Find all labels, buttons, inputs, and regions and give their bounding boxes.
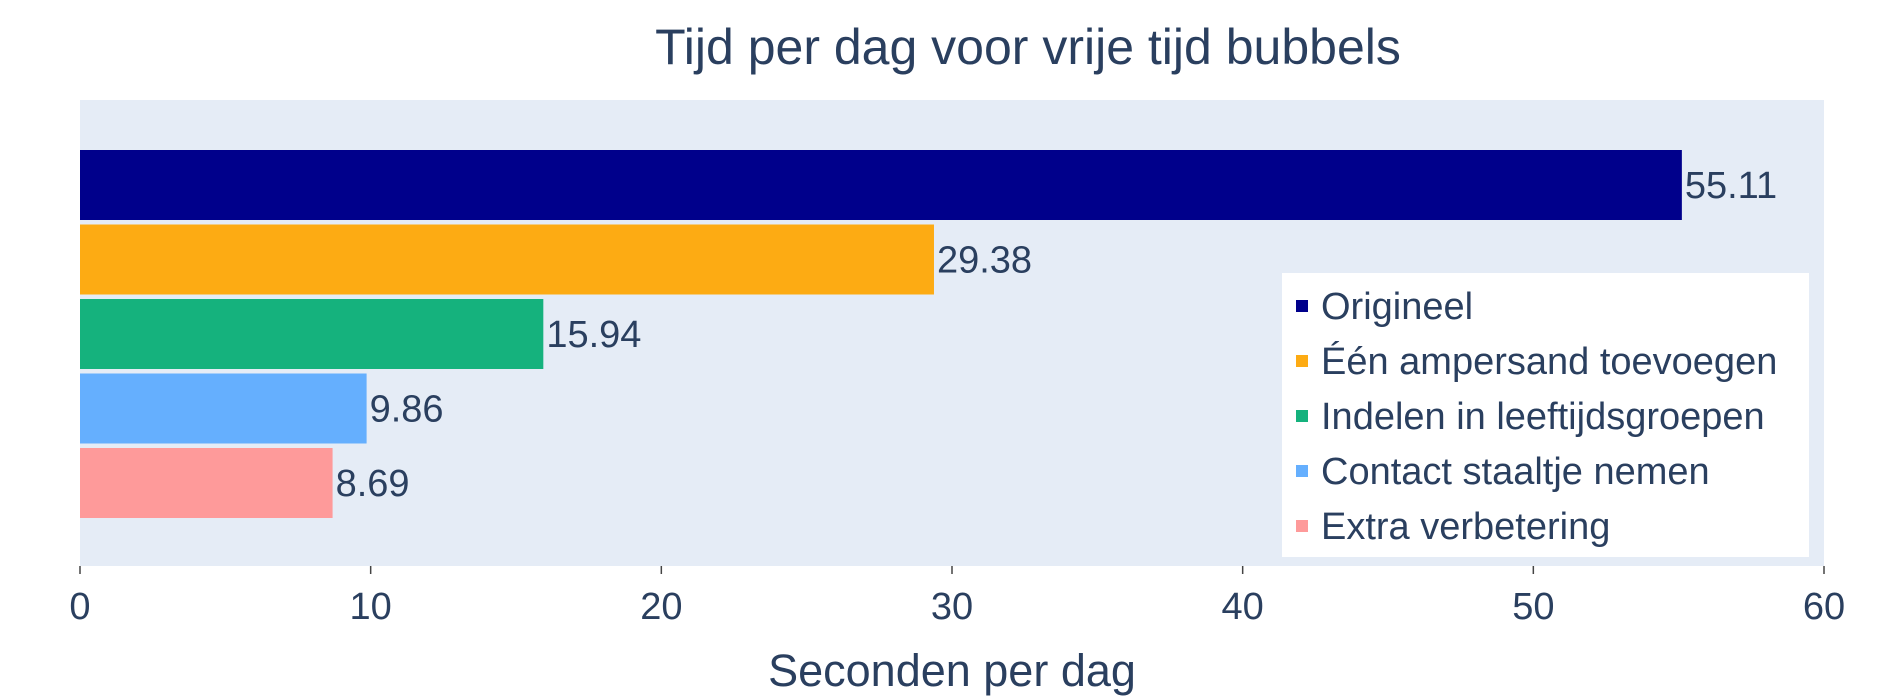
legend-label: Indelen in leeftijdsgroepen	[1321, 396, 1765, 438]
x-axis-title: Seconden per dag	[768, 645, 1136, 696]
x-tick-label: 20	[640, 586, 682, 628]
legend-label: Één ampersand toevoegen	[1321, 340, 1777, 383]
data-label: 29.38	[937, 240, 1032, 282]
data-label: 55.11	[1685, 165, 1777, 207]
x-tick-label: 0	[69, 586, 90, 628]
data-label: 15.94	[546, 314, 641, 356]
data-labels-group: 55.11 29.38 15.94 9.86 8.69	[336, 165, 1778, 505]
x-tick-label: 40	[1222, 586, 1264, 628]
legend-label: Origineel	[1321, 286, 1473, 328]
x-tick-label: 30	[931, 586, 973, 628]
legend: Origineel Één ampersand toevoegen Indelen …	[1282, 273, 1809, 557]
legend-swatch	[1296, 300, 1308, 312]
data-label: 8.69	[336, 463, 410, 505]
data-label: 9.86	[370, 389, 444, 431]
legend-swatch	[1296, 520, 1308, 532]
bar	[80, 224, 934, 295]
bar	[80, 373, 367, 444]
legend-box	[1282, 273, 1809, 557]
legend-swatch	[1296, 355, 1308, 367]
x-tick-label: 60	[1803, 586, 1845, 628]
bar	[80, 150, 1682, 220]
legend-swatch	[1296, 410, 1308, 422]
legend-swatch	[1296, 465, 1308, 477]
bars-group	[80, 150, 1682, 518]
bar	[80, 299, 544, 369]
legend-label: Contact staaltje nemen	[1321, 451, 1710, 493]
legend-label: Extra verbetering	[1321, 506, 1610, 548]
x-axis: 0 10 20 30 40 50 60	[69, 566, 1845, 628]
x-tick-label: 10	[350, 586, 392, 628]
chart-title: Tijd per dag voor vrije tijd bubbels	[655, 19, 1401, 75]
x-tick-label: 50	[1512, 586, 1554, 628]
bar	[80, 448, 333, 518]
